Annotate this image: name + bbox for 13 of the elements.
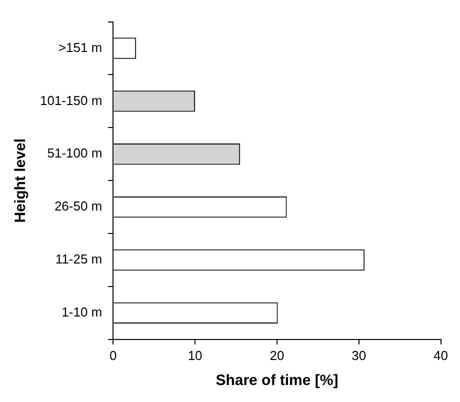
x-tick-label: 40	[434, 348, 448, 363]
x-axis-title: Share of time [%]	[216, 372, 338, 390]
x-tick-label: 0	[110, 348, 117, 363]
y-axis-title: Height level	[12, 138, 30, 223]
x-tick-label: 30	[352, 348, 366, 363]
y-tick-label: 101-150 m	[40, 92, 102, 108]
y-tick-label: 51-100 m	[47, 146, 102, 161]
y-tick-label: 11-25 m	[55, 252, 102, 267]
x-tick-label: 10	[188, 348, 202, 363]
y-tick-label: 26-50 m	[54, 198, 102, 214]
y-tick-label: 1-10 m	[62, 304, 102, 320]
x-tick-label: 20	[270, 348, 284, 363]
y-tick-label: >151 m	[58, 40, 102, 55]
